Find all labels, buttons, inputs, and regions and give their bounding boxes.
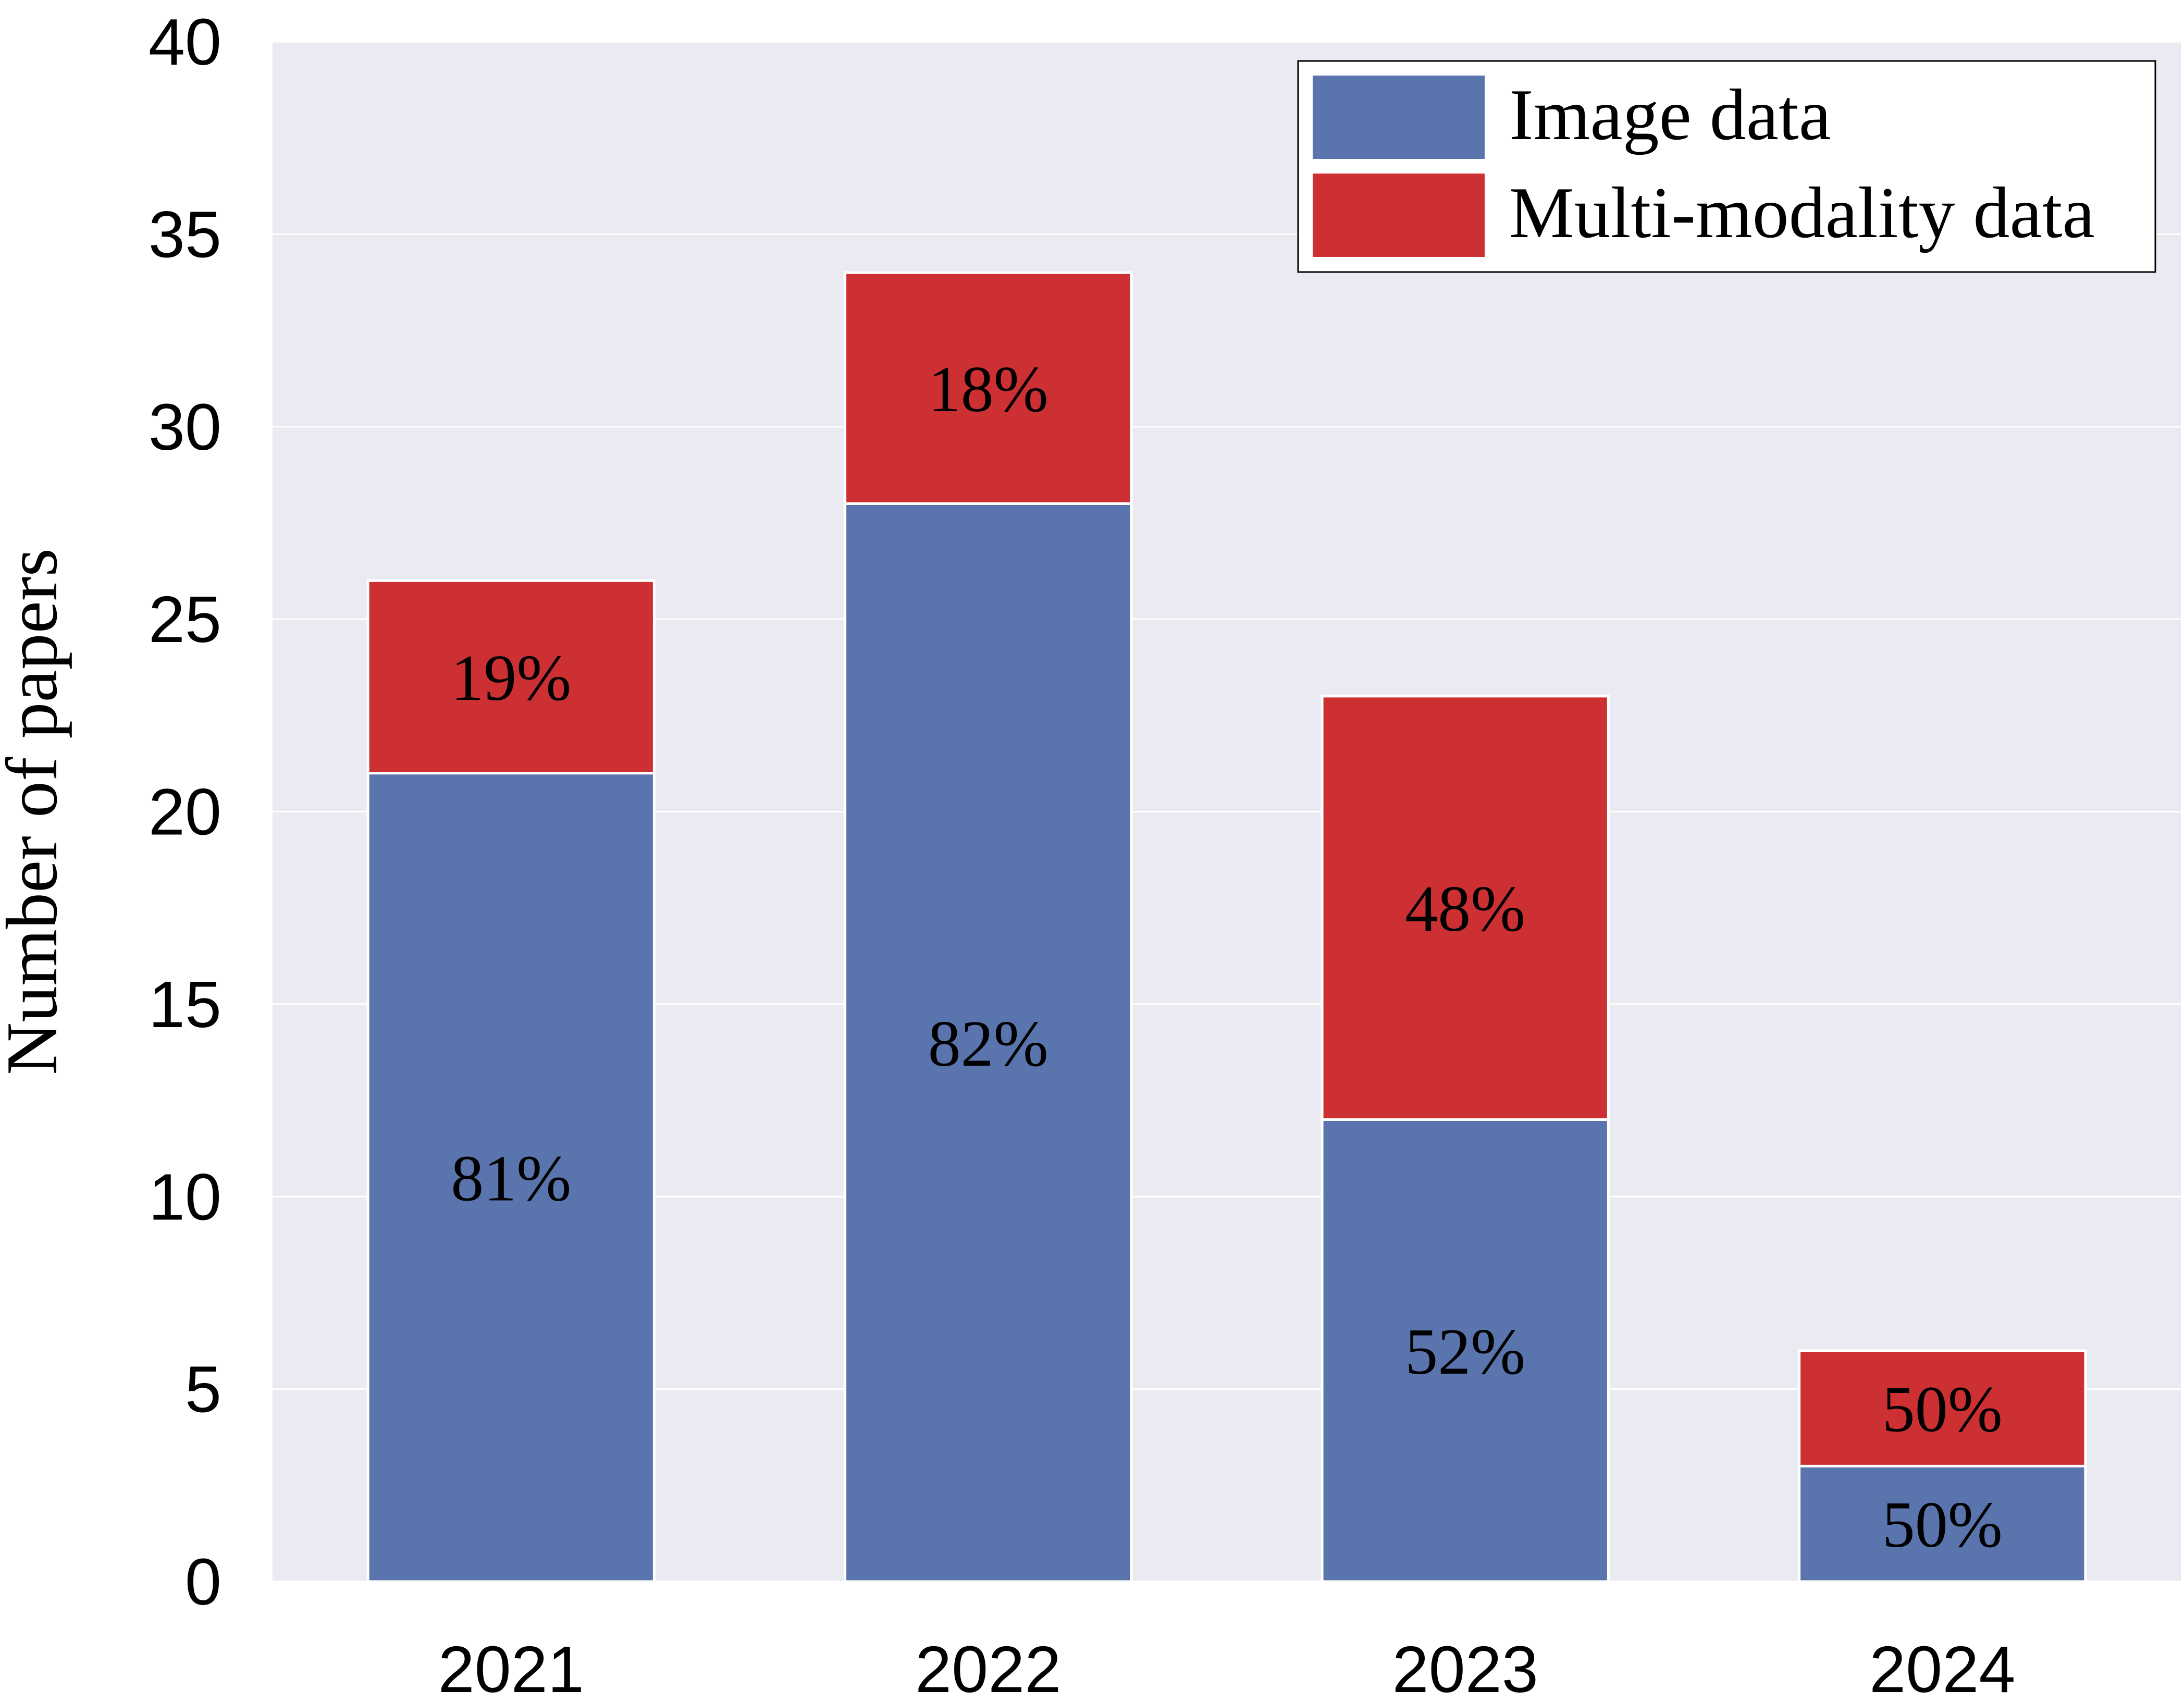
bar-image-data-2024 — [1798, 1464, 2087, 1583]
y-tick-label: 0 — [185, 1545, 221, 1619]
bar-label-multi-modality-data-2024: 50% — [1882, 1374, 2003, 1446]
y-tick-label: 25 — [149, 583, 221, 656]
legend: Image data Multi-modality data — [1297, 60, 2156, 273]
x-axis-ticks: 2021 2022 2023 2024 — [438, 1633, 2016, 1703]
bar-label-image-data-2024: 50% — [1882, 1489, 2003, 1561]
y-tick-label: 20 — [149, 775, 221, 849]
bar-image-data-2023 — [1321, 1118, 1610, 1583]
legend-label-multi-modality-data: Multi-modality data — [1509, 172, 2095, 253]
bar-label-image-data-2022: 82% — [928, 1008, 1048, 1080]
y-tick-label: 10 — [149, 1160, 221, 1233]
bar-multi-modality-data-2023 — [1321, 695, 1610, 1121]
y-tick-label: 30 — [149, 390, 221, 464]
x-tick-label: 2024 — [1869, 1633, 2015, 1703]
bar-label-multi-modality-data-2021: 19% — [451, 642, 571, 714]
bar-image-data-2021 — [366, 772, 656, 1583]
bar-multi-modality-data-2024 — [1798, 1349, 2087, 1467]
bar-multi-modality-data-2022 — [844, 271, 1133, 505]
y-axis-title: Number of papers — [0, 548, 72, 1075]
bar-label-multi-modality-data-2022: 18% — [928, 353, 1048, 426]
legend-label-image-data: Image data — [1509, 75, 1831, 155]
x-tick-label: 2023 — [1392, 1633, 1538, 1703]
legend-swatch-image-data — [1313, 76, 1485, 159]
bar-labels: 81% 19% 82% 18% 52% 48% 50% 50% — [451, 353, 2002, 1561]
y-tick-label: 40 — [149, 5, 221, 79]
bar-label-image-data-2023: 52% — [1405, 1316, 1525, 1388]
y-axis-ticks: 0 5 10 15 20 25 30 35 40 — [149, 5, 221, 1619]
legend-swatch-multi-modality-data — [1313, 174, 1485, 257]
x-tick-label: 2022 — [915, 1633, 1061, 1703]
bar-label-image-data-2021: 81% — [451, 1142, 571, 1215]
y-tick-label: 15 — [149, 968, 221, 1041]
bars — [366, 271, 2087, 1583]
bar-label-multi-modality-data-2023: 48% — [1405, 873, 1525, 945]
y-tick-label: 35 — [149, 198, 221, 271]
x-tick-label: 2021 — [438, 1633, 584, 1703]
bar-multi-modality-data-2021 — [366, 579, 656, 775]
y-tick-label: 5 — [185, 1353, 221, 1426]
